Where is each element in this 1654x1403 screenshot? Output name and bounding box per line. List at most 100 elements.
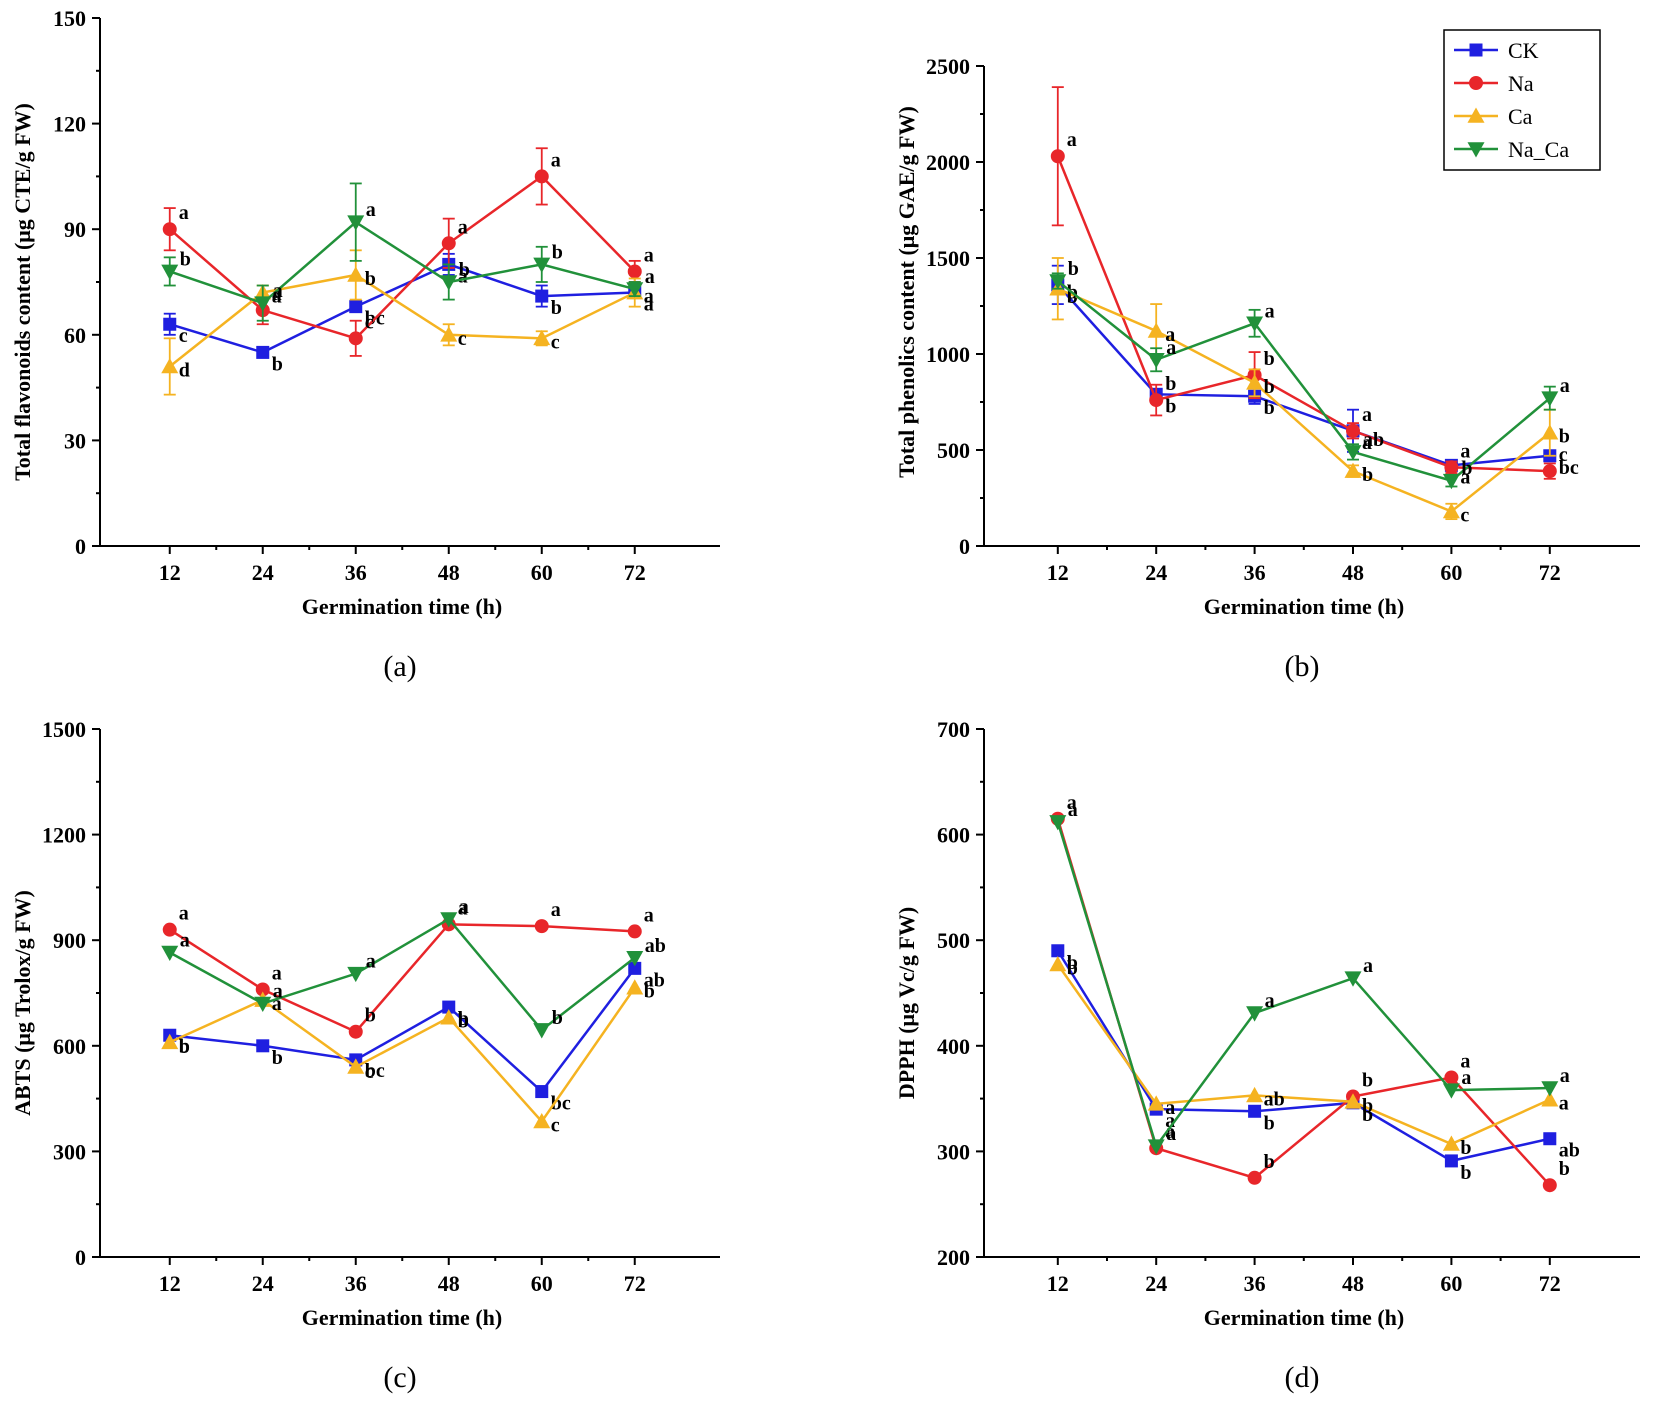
panel-label: (d) xyxy=(1285,1361,1320,1394)
significance-letter: a xyxy=(644,286,654,308)
x-tick-label: 72 xyxy=(1539,560,1561,585)
legend-label: Na_Ca xyxy=(1508,137,1569,162)
series-line xyxy=(169,263,635,354)
data-point xyxy=(1444,460,1459,475)
x-tick-label: 24 xyxy=(1145,560,1167,585)
data-point xyxy=(1444,1154,1458,1168)
data-point xyxy=(1248,1104,1262,1118)
data-point xyxy=(1147,1139,1165,1155)
significance-letter: a xyxy=(458,265,468,287)
significance-letter: a xyxy=(645,266,655,288)
data-point xyxy=(534,169,549,184)
significance-letter: b xyxy=(458,1011,469,1033)
significance-letter: b xyxy=(1165,395,1176,417)
x-tick-label: 72 xyxy=(624,1271,646,1296)
x-tick-label: 12 xyxy=(1047,1271,1069,1296)
significance-letter: b xyxy=(179,1035,190,1057)
y-tick-label: 1000 xyxy=(926,342,970,367)
chart-panel-c: 0 300 600 900 1200 1500 12 24 36 48 60 72 Germinatio… xyxy=(10,717,720,1394)
significance-letter: b xyxy=(1165,373,1176,395)
y-tick-label: 2000 xyxy=(926,150,970,175)
data-point xyxy=(1543,1132,1557,1146)
y-tick-label: 150 xyxy=(53,6,86,31)
data-point xyxy=(162,922,177,937)
y-tick-label: 120 xyxy=(53,112,86,137)
y-tick-label: 0 xyxy=(959,534,970,559)
significance-letter: b xyxy=(365,268,376,290)
series-line xyxy=(1056,284,1550,467)
series-line xyxy=(169,923,635,1034)
x-tick-label: 24 xyxy=(252,1271,274,1296)
significance-letter: a xyxy=(1068,799,1078,821)
legend-item-ca: Ca xyxy=(1454,104,1533,129)
x-tick-label: 60 xyxy=(1440,560,1462,585)
significance-letter: a xyxy=(551,899,561,921)
data-point xyxy=(535,289,549,303)
data-point xyxy=(1344,1093,1362,1109)
significance-letter: ab xyxy=(1264,1088,1285,1110)
series-ck: bb baa bc xyxy=(1051,264,1579,488)
y-tick-label: 300 xyxy=(937,1139,970,1164)
significance-letter: b xyxy=(1362,1069,1373,1091)
significance-letter: b xyxy=(1264,1151,1275,1173)
data-point xyxy=(441,236,456,251)
data-point xyxy=(440,1009,458,1025)
significance-letter: c xyxy=(458,328,467,350)
significance-letter: a xyxy=(272,286,282,308)
data-point xyxy=(1442,1135,1460,1151)
significance-letter: c xyxy=(551,1114,560,1136)
significance-letter: b xyxy=(1559,1158,1570,1180)
significance-letter: c xyxy=(1460,504,1469,526)
data-point xyxy=(440,326,458,342)
x-axis-title: Germination time (h) xyxy=(1204,594,1404,619)
data-point xyxy=(1147,322,1165,338)
data-point xyxy=(1541,1081,1559,1097)
data-point xyxy=(533,257,551,273)
y-axis-title: DPPH (μg Vc/g FW) xyxy=(894,907,919,1099)
significance-letter: a xyxy=(366,199,376,221)
legend-marker xyxy=(1469,43,1483,57)
significance-letter: a xyxy=(1362,404,1372,426)
y-tick-label: 0 xyxy=(75,1245,86,1270)
x-tick-label: 48 xyxy=(438,560,460,585)
significance-letter: a xyxy=(1560,375,1570,397)
data-point xyxy=(254,996,272,1013)
data-point xyxy=(626,979,644,995)
data-point xyxy=(1542,1178,1557,1193)
x-tick-label: 60 xyxy=(1440,1271,1462,1296)
x-tick-label: 12 xyxy=(159,1271,181,1296)
data-point xyxy=(627,924,642,939)
y-tick-label: 600 xyxy=(53,1034,86,1059)
significance-letter: c xyxy=(1559,444,1568,466)
data-point xyxy=(1147,352,1165,369)
significance-letter: a xyxy=(1460,1050,1470,1072)
series-line xyxy=(1056,963,1551,1146)
legend-item-na-ca: Na_Ca xyxy=(1454,137,1569,162)
significance-letter: c xyxy=(551,331,560,353)
data-point xyxy=(348,331,363,346)
significance-letter: a xyxy=(1560,1065,1570,1087)
series-line xyxy=(1056,155,1550,473)
significance-letter: a xyxy=(1362,432,1372,454)
significance-letter: a xyxy=(644,294,654,316)
significance-letter: a xyxy=(459,896,469,918)
x-tick-label: 12 xyxy=(159,560,181,585)
data-point xyxy=(256,1039,270,1053)
data-point xyxy=(1049,274,1067,290)
significance-letter: bc xyxy=(365,1060,385,1082)
chart-panel-b: 0 500 1000 1500 2000 2500 12 24 36 48 60 72 Germinat… xyxy=(894,29,1640,683)
significance-letter: a xyxy=(1461,1067,1471,1089)
data-point xyxy=(1541,1091,1559,1107)
x-tick-label: 72 xyxy=(1539,1271,1561,1296)
significance-letter: b xyxy=(1264,376,1275,398)
y-tick-label: 0 xyxy=(75,534,86,559)
data-point xyxy=(628,961,642,975)
significance-letter: a xyxy=(273,280,283,302)
significance-letter: b xyxy=(552,241,563,263)
significance-letter: a xyxy=(551,149,561,171)
